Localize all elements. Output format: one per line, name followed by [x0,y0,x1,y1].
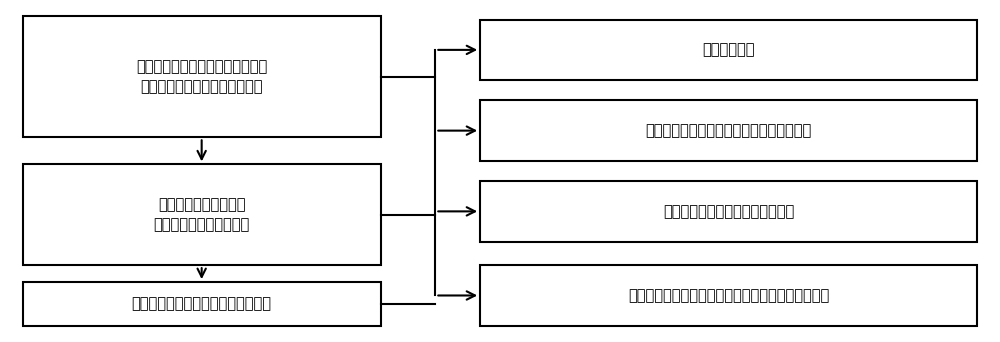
FancyBboxPatch shape [23,16,381,137]
Text: 计算不同月份不同水深范围总得分: 计算不同月份不同水深范围总得分 [663,204,794,219]
Text: 计算不同月份各水深范围应在调控区域中所占的面积: 计算不同月份各水深范围应在调控区域中所占的面积 [628,288,829,303]
FancyBboxPatch shape [23,282,381,326]
FancyBboxPatch shape [480,100,977,161]
Text: 计算水位调控区域不同
月份各水深区域需求面积: 计算水位调控区域不同 月份各水深区域需求面积 [154,197,250,232]
Text: 划分水深范围: 划分水深范围 [702,42,755,57]
Text: 确定近五年不同月份各水鸟种在调
控区域不同水位的平均出现情况: 确定近五年不同月份各水鸟种在调 控区域不同水位的平均出现情况 [136,60,267,94]
FancyBboxPatch shape [480,181,977,242]
Text: 确定不同月份湿地各区域水位调控值: 确定不同月份湿地各区域水位调控值 [132,297,272,312]
Text: 计算不同月份各水鸟种在不同水深范围得分: 计算不同月份各水鸟种在不同水深范围得分 [646,123,812,138]
FancyBboxPatch shape [480,19,977,80]
FancyBboxPatch shape [23,164,381,265]
FancyBboxPatch shape [480,265,977,326]
